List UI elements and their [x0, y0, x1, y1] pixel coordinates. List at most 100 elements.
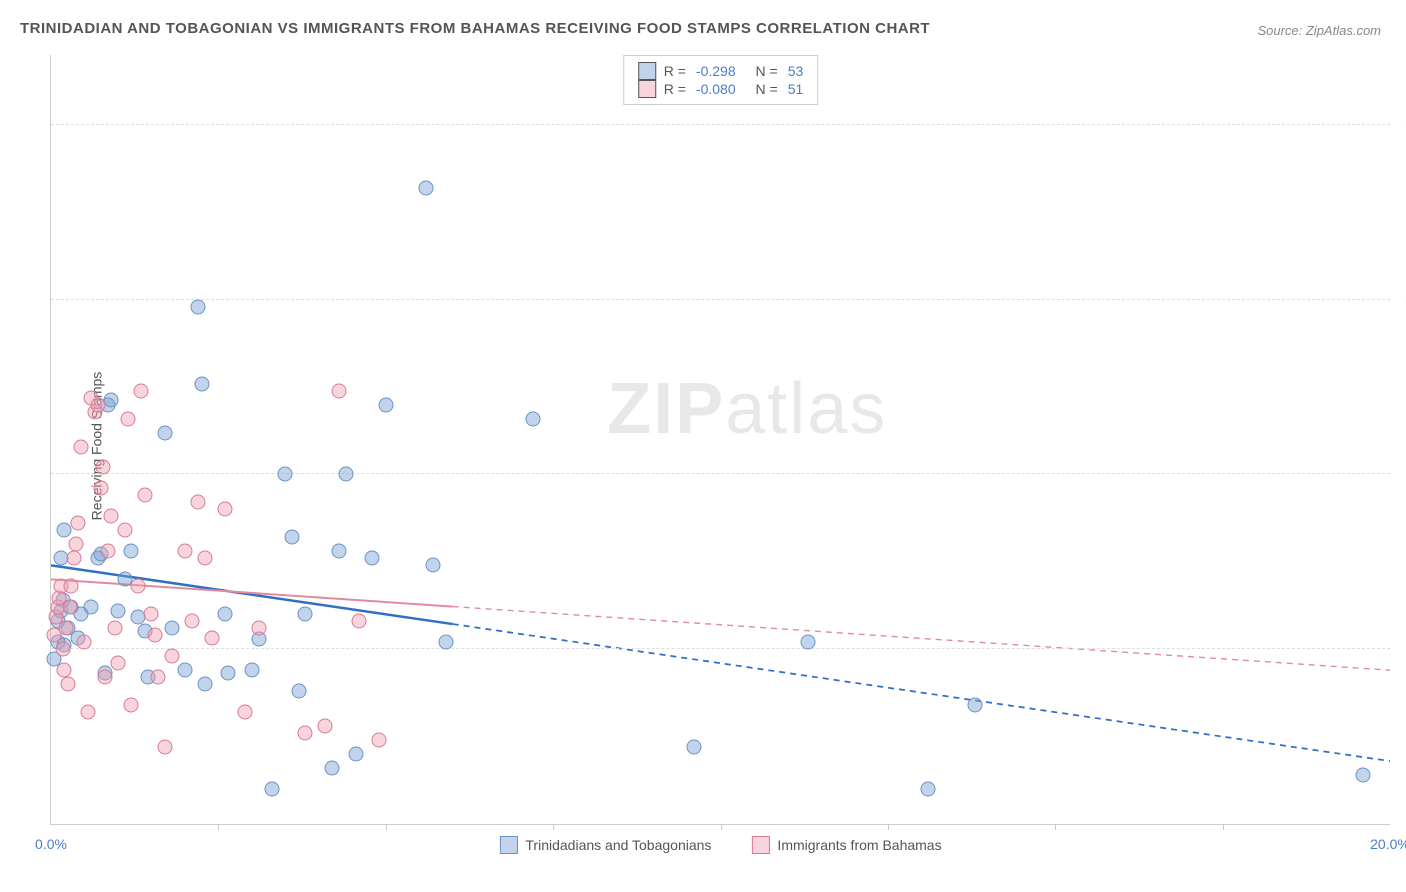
scatter-point — [147, 628, 162, 643]
swatch-blue — [499, 836, 517, 854]
scatter-point — [351, 614, 366, 629]
scatter-point — [191, 299, 206, 314]
scatter-point — [134, 383, 149, 398]
x-tick — [386, 824, 387, 830]
legend-item-1: Trinidadians and Tobagonians — [499, 836, 711, 854]
scatter-point — [439, 635, 454, 650]
x-tick-label-max: 20.0% — [1370, 836, 1406, 852]
chart-title: TRINIDADIAN AND TOBAGONIAN VS IMMIGRANTS… — [20, 20, 930, 37]
scatter-point — [197, 677, 212, 692]
chart-plot-area: ZIPatlas R = -0.298 N = 53 R = -0.080 N … — [50, 55, 1390, 825]
watermark-atlas: atlas — [725, 369, 887, 449]
scatter-point — [56, 642, 71, 657]
scatter-point — [96, 460, 111, 475]
scatter-point — [194, 376, 209, 391]
scatter-point — [107, 621, 122, 636]
scatter-point — [124, 544, 139, 559]
y-gridline — [51, 473, 1390, 474]
scatter-point — [331, 383, 346, 398]
r-value-1: -0.298 — [696, 63, 736, 79]
x-tick — [888, 824, 889, 830]
watermark-zip: ZIP — [607, 369, 725, 449]
r-value-2: -0.080 — [696, 81, 736, 97]
n-value-2: 51 — [788, 81, 804, 97]
scatter-point — [137, 488, 152, 503]
correlation-legend: R = -0.298 N = 53 R = -0.080 N = 51 — [623, 55, 819, 105]
scatter-point — [144, 607, 159, 622]
scatter-point — [184, 614, 199, 629]
scatter-point — [57, 663, 72, 678]
scatter-point — [1356, 768, 1371, 783]
scatter-point — [218, 502, 233, 517]
legend-row-series-1: R = -0.298 N = 53 — [638, 62, 804, 80]
scatter-point — [74, 439, 89, 454]
swatch-blue — [638, 62, 656, 80]
scatter-point — [204, 631, 219, 646]
scatter-point — [338, 467, 353, 482]
trend-line-solid — [51, 579, 453, 606]
scatter-point — [69, 537, 84, 552]
scatter-point — [278, 467, 293, 482]
scatter-point — [221, 666, 236, 681]
swatch-pink — [751, 836, 769, 854]
scatter-point — [378, 397, 393, 412]
scatter-point — [331, 544, 346, 559]
x-tick — [553, 824, 554, 830]
scatter-point — [365, 551, 380, 566]
swatch-pink — [638, 80, 656, 98]
scatter-point — [197, 551, 212, 566]
scatter-point — [921, 782, 936, 797]
scatter-point — [967, 698, 982, 713]
scatter-point — [62, 600, 77, 615]
scatter-point — [90, 397, 105, 412]
scatter-point — [120, 411, 135, 426]
scatter-point — [244, 663, 259, 678]
scatter-point — [177, 544, 192, 559]
scatter-point — [264, 782, 279, 797]
scatter-point — [298, 726, 313, 741]
scatter-point — [177, 663, 192, 678]
scatter-point — [164, 621, 179, 636]
scatter-point — [64, 579, 79, 594]
x-tick — [218, 824, 219, 830]
scatter-point — [94, 481, 109, 496]
scatter-point — [251, 621, 266, 636]
scatter-point — [104, 393, 119, 408]
watermark: ZIPatlas — [607, 368, 887, 450]
x-tick-label-min: 0.0% — [35, 836, 67, 852]
trend-line-dashed — [453, 624, 1390, 761]
scatter-point — [110, 604, 125, 619]
scatter-point — [104, 509, 119, 524]
scatter-point — [60, 677, 75, 692]
scatter-point — [238, 705, 253, 720]
scatter-point — [686, 740, 701, 755]
x-tick — [721, 824, 722, 830]
scatter-point — [67, 551, 82, 566]
scatter-point — [97, 670, 112, 685]
x-tick — [1055, 824, 1056, 830]
legend-label-1: Trinidadians and Tobagonians — [525, 837, 711, 853]
scatter-point — [318, 719, 333, 734]
scatter-point — [151, 670, 166, 685]
scatter-point — [157, 740, 172, 755]
legend-label-2: Immigrants from Bahamas — [777, 837, 941, 853]
scatter-point — [70, 516, 85, 531]
scatter-point — [131, 579, 146, 594]
n-value-1: 53 — [788, 63, 804, 79]
series-legend: Trinidadians and Tobagonians Immigrants … — [499, 836, 941, 854]
y-gridline — [51, 299, 1390, 300]
legend-row-series-2: R = -0.080 N = 51 — [638, 80, 804, 98]
scatter-point — [348, 747, 363, 762]
scatter-point — [110, 656, 125, 671]
scatter-point — [800, 635, 815, 650]
scatter-point — [77, 635, 92, 650]
y-gridline — [51, 124, 1390, 125]
scatter-point — [418, 180, 433, 195]
scatter-point — [157, 425, 172, 440]
scatter-point — [291, 684, 306, 699]
scatter-point — [164, 649, 179, 664]
trend-line-dashed — [453, 607, 1390, 671]
scatter-point — [117, 523, 132, 538]
source-attribution: Source: ZipAtlas.com — [1257, 23, 1381, 38]
r-label: R = — [664, 63, 686, 79]
